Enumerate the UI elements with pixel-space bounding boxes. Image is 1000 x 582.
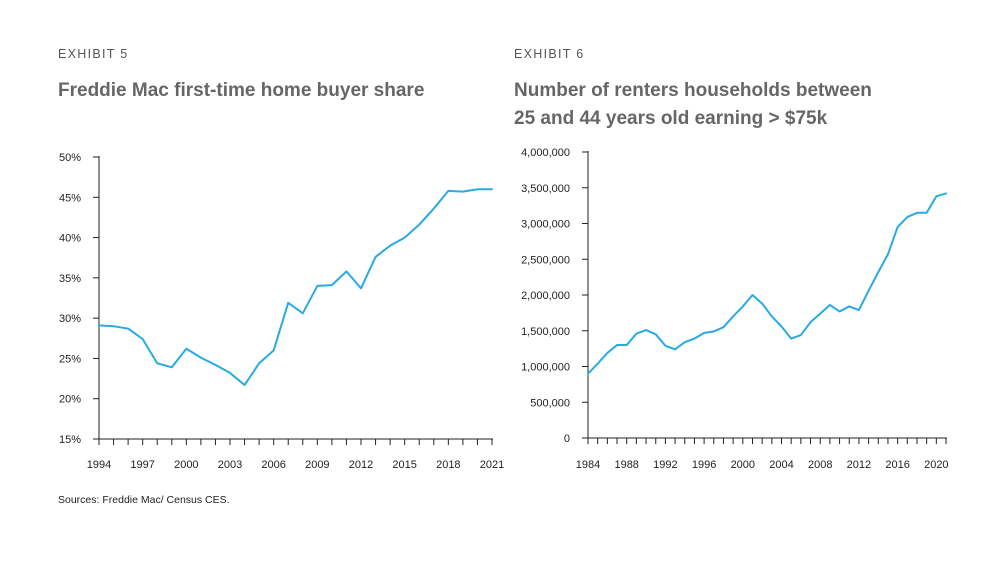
- chart1-x-tick-label: 1997: [130, 459, 154, 471]
- source-note: Sources: Freddie Mac/ Census CES.: [58, 494, 230, 506]
- exhibit-5-label: EXHIBIT 5: [58, 47, 129, 61]
- chart1-y-tick-label: 20%: [59, 394, 81, 406]
- chart1-y-tick-label: 50%: [59, 152, 81, 164]
- chart2-x-tick-label: 1988: [614, 459, 638, 471]
- chart2-series-line: [587, 192, 947, 375]
- chart2-x-tick-label: 1992: [653, 459, 677, 471]
- chart1-x-tick-label: 2018: [436, 459, 460, 471]
- chart2-y-tick-label: 3,000,000: [521, 219, 570, 231]
- chart2-x-tick-label: 2012: [847, 459, 871, 471]
- chart2-y-tick-label: 4,000,000: [521, 147, 570, 159]
- chart1-x-tick-label: 2012: [349, 459, 373, 471]
- chart2-y-tick-label: 2,000,000: [521, 290, 570, 302]
- chart1-x-tick-label: 2009: [305, 459, 329, 471]
- chart1-x-tick-label: 2000: [174, 459, 198, 471]
- chart2-x-tick-label: 1996: [692, 459, 716, 471]
- chart1-x-tick-label: 2021: [480, 459, 504, 471]
- chart2-x-tick-label: 2004: [769, 459, 793, 471]
- chart1-x-tick-label: 2003: [218, 459, 242, 471]
- chart1-y-tick-label: 25%: [59, 353, 81, 365]
- chart1-y-tick-label: 30%: [59, 313, 81, 325]
- exhibit-6-title-line1: Number of renters households between: [514, 80, 872, 101]
- chart1-y-tick-label: 15%: [59, 434, 81, 446]
- chart2-y-tick-label: 1,500,000: [521, 326, 570, 338]
- chart2-x-tick-label: 2020: [924, 459, 948, 471]
- chart2-y-tick-label: 1,000,000: [521, 362, 570, 374]
- chart2-y-tick-label: 3,500,000: [521, 183, 570, 195]
- chart1-y-tick-label: 45%: [59, 192, 81, 204]
- chart2-y-tick-label: 2,500,000: [521, 254, 570, 266]
- chart2-x-tick-label: 2016: [885, 459, 909, 471]
- chart1-series-line: [98, 188, 493, 387]
- chart2-y-tick-label: 0: [564, 433, 570, 445]
- exhibit-6-label: EXHIBIT 6: [514, 47, 585, 61]
- chart1-x-tick-label: 1994: [87, 459, 111, 471]
- chart2-x-tick-label: 2000: [731, 459, 755, 471]
- exhibit-5-title: Freddie Mac first-time home buyer share: [58, 80, 425, 101]
- chart1-x-tick-label: 2015: [392, 459, 416, 471]
- chart1-y-tick-label: 40%: [59, 233, 81, 245]
- chart1-y-tick-label: 35%: [59, 273, 81, 285]
- chart1-x-tick-label: 2006: [261, 459, 285, 471]
- chart2-y-tick-label: 500,000: [530, 397, 570, 409]
- chart2-x-tick-label: 2008: [808, 459, 832, 471]
- exhibit-6-title-line2: 25 and 44 years old earning > $75k: [514, 108, 828, 129]
- chart2-x-tick-label: 1984: [576, 459, 600, 471]
